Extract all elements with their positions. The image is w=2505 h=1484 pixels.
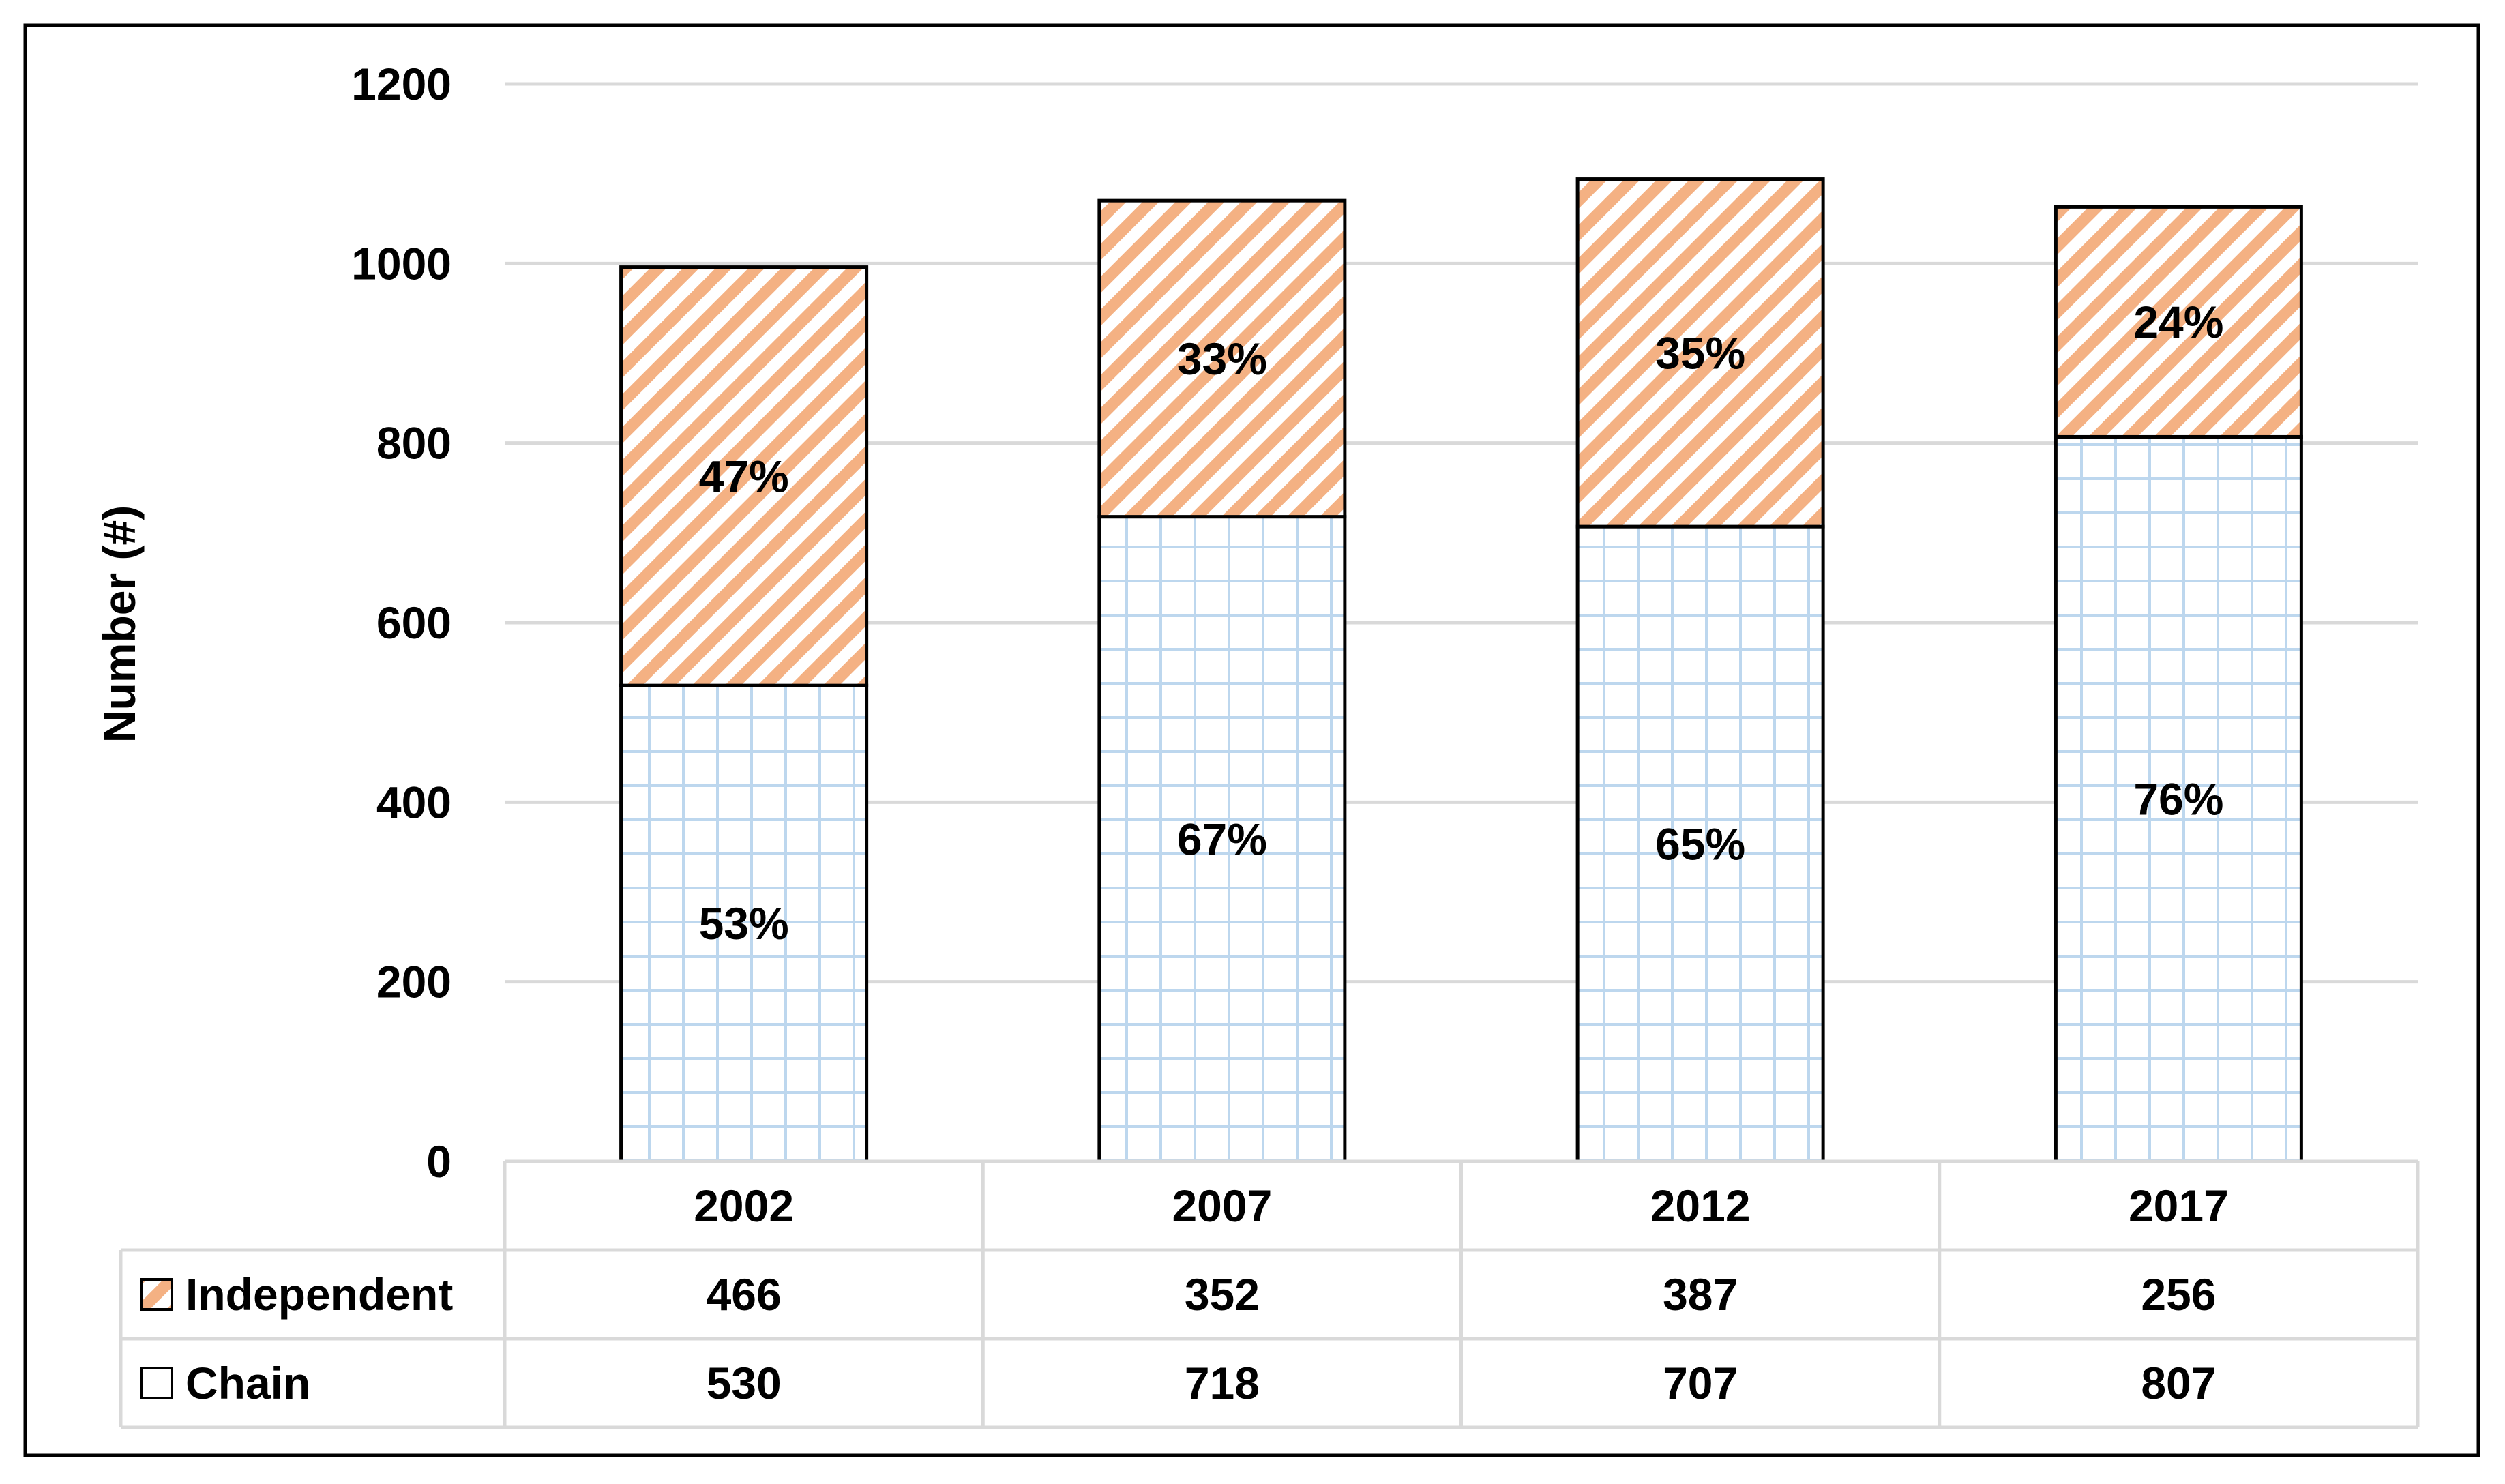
data-label-chain-2017: 76% xyxy=(2133,774,2223,825)
bar-independent-2017 xyxy=(2054,205,2303,439)
table-cell-independent: 256 xyxy=(2141,1269,2216,1320)
legend-swatch-independent xyxy=(140,1278,173,1311)
data-label-independent-2007: 33% xyxy=(1177,333,1267,384)
bar-independent-2002 xyxy=(619,265,869,687)
x-tick-label: 2002 xyxy=(694,1181,794,1231)
table-cell-chain: 530 xyxy=(707,1358,782,1408)
data-label-independent-2012: 35% xyxy=(1655,327,1745,378)
legend-label-independent: Independent xyxy=(186,1269,453,1320)
y-tick-label: 0 xyxy=(426,1136,451,1187)
table-cell-chain: 707 xyxy=(1663,1358,1738,1408)
table-cell-independent: 466 xyxy=(707,1269,782,1320)
legend-swatch-chain xyxy=(140,1367,173,1399)
x-tick-label: 2017 xyxy=(2129,1181,2229,1231)
data-label-independent-2017: 24% xyxy=(2133,297,2223,347)
table-cell-chain: 807 xyxy=(2141,1358,2216,1408)
x-tick-label: 2007 xyxy=(1172,1181,1272,1231)
bar-independent-2012 xyxy=(1575,177,1825,529)
y-tick-label: 600 xyxy=(376,597,451,648)
y-axis-tick-labels: 0 200 400 600 800 1000 1200 xyxy=(351,59,451,1187)
y-tick-label: 200 xyxy=(376,957,451,1007)
x-tick-label: 2012 xyxy=(1650,1181,1751,1231)
y-tick-label: 400 xyxy=(376,777,451,827)
y-tick-label: 1200 xyxy=(351,59,451,109)
y-tick-label: 800 xyxy=(376,418,451,469)
y-axis-label: Number (#) xyxy=(94,505,145,743)
y-tick-label: 1000 xyxy=(351,238,451,288)
table-cell-independent: 387 xyxy=(1663,1269,1738,1320)
data-label-chain-2012: 65% xyxy=(1655,819,1745,870)
data-label-chain-2007: 67% xyxy=(1177,814,1267,864)
data-table: 2002 2007 2012 2017 Independent 466 352 387 256 C… xyxy=(119,1159,2420,1429)
bar-chain-2017 xyxy=(2054,434,2303,1163)
bar-independent-2007 xyxy=(1097,198,1347,519)
bar-chain-2002 xyxy=(619,683,869,1163)
legend-label-chain: Chain xyxy=(186,1358,310,1408)
table-cell-chain: 718 xyxy=(1185,1358,1260,1408)
data-label-chain-2002: 53% xyxy=(699,898,789,949)
bars: 53% 47% 67% 33% 65% 35% 76% 24% xyxy=(619,177,2303,1163)
table-cell-independent: 352 xyxy=(1185,1269,1260,1320)
data-label-independent-2002: 47% xyxy=(699,451,789,501)
